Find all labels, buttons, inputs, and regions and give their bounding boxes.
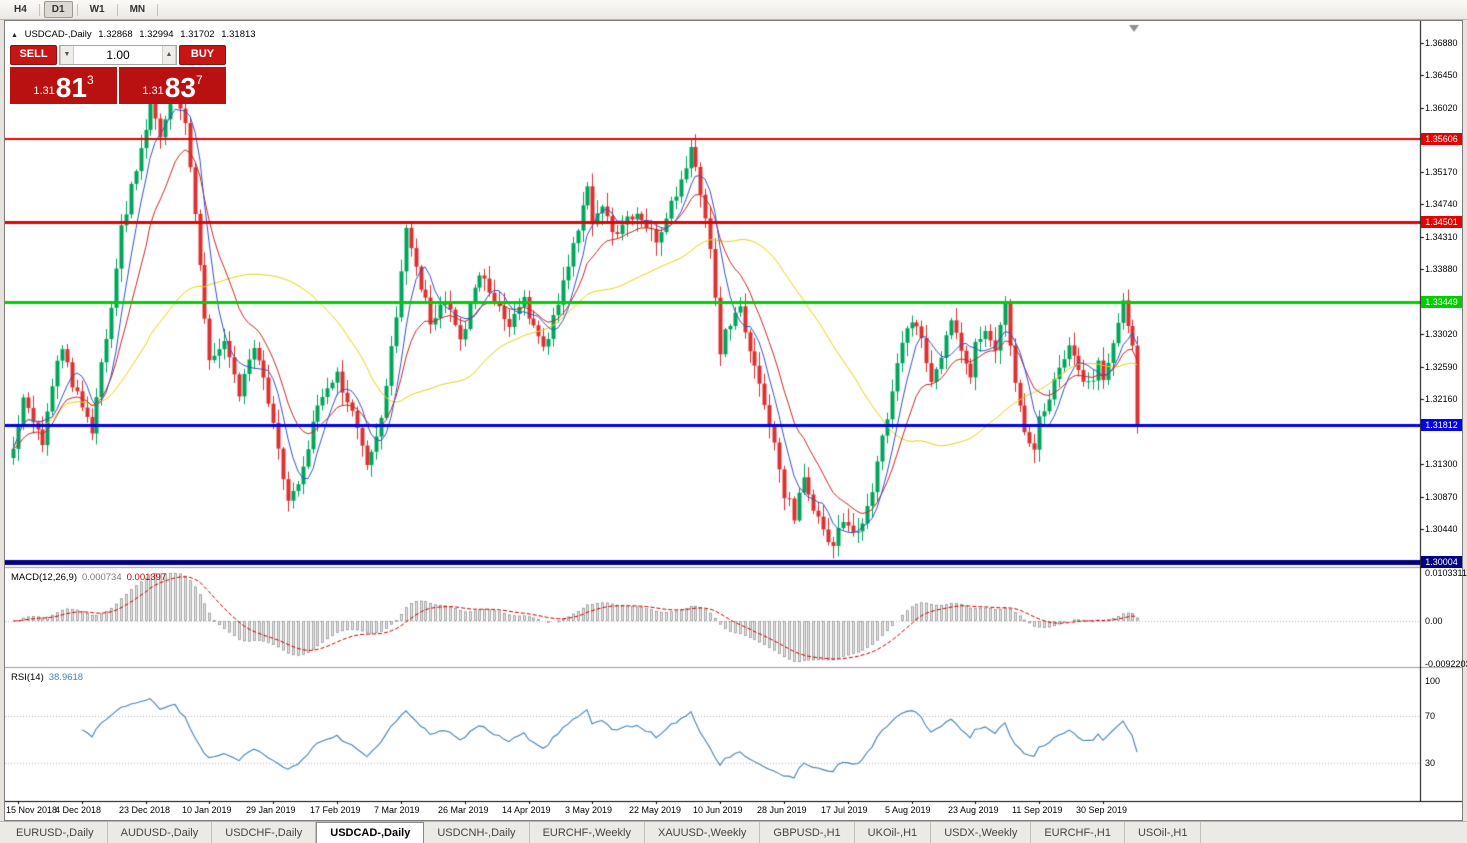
price-tick-label: 1.32590 [1425, 361, 1458, 372]
price-tick-label: 1.33880 [1425, 264, 1458, 275]
tab-ukoil-h1[interactable]: UKOil-,H1 [855, 822, 932, 843]
toolbar-separator [116, 3, 118, 16]
tab-audusd-daily[interactable]: AUDUSD-,Daily [108, 822, 213, 843]
date-label: 5 Aug 2019 [885, 805, 931, 815]
ask-pips: 83 [164, 72, 196, 103]
price-tick-label: 1.36450 [1425, 70, 1458, 81]
tab-eurusd-daily[interactable]: EURUSD-,Daily [3, 822, 108, 843]
price-tick-label: 1.31300 [1425, 459, 1458, 470]
rsi-axis-label: 30 [1425, 757, 1436, 768]
price-tick-label: 1.34310 [1425, 231, 1458, 242]
tab-usdcad-daily[interactable]: USDCAD-,Daily [316, 822, 425, 843]
rsi-axis-label: 100 [1425, 675, 1441, 686]
price-tick-label: 1.33020 [1425, 329, 1458, 340]
one-click-trade-widget: SELL ▼ 1.00 ▲ BUY 1.31 81 3 1.31 83 7 [10, 45, 226, 104]
time-axis[interactable]: 15 Nov 2018 4 Dec 2018 23 Dec 2018 10 Jan 2… [5, 802, 1420, 820]
bid-pips: 81 [55, 72, 87, 103]
macd-axis-label: 0.0103311 [1425, 568, 1467, 578]
macd-indicator-label: MACD(12,26,9) 0.000734 0.001397 [11, 572, 166, 583]
date-label: 23 Aug 2019 [948, 805, 999, 815]
date-label: 14 Apr 2019 [502, 805, 551, 815]
price-tick-label: 1.30870 [1425, 491, 1458, 502]
date-label: 30 Sep 2019 [1076, 805, 1128, 815]
macd-name: MACD(12,26,9) [11, 572, 77, 583]
bid-pipette: 3 [86, 73, 94, 87]
bid-price-box[interactable]: 1.31 81 3 [10, 67, 117, 104]
chart-title: USDCAD-,Daily [24, 29, 92, 40]
date-label: 10 Jun 2019 [693, 805, 743, 815]
tab-eurchf-h1[interactable]: EURCHF-,H1 [1031, 822, 1125, 843]
price-tick-label: 1.36880 [1425, 37, 1458, 48]
timeframe-button-mn[interactable]: MN [129, 4, 146, 15]
tab-xauusd-weekly[interactable]: XAUUSD-,Weekly [645, 822, 761, 843]
toolbar-separator [76, 3, 78, 16]
price-tick-label: 1.30440 [1425, 523, 1458, 534]
ohlc-high: 1.32994 [139, 29, 174, 40]
timeframe-toolbar: H4 D1 W1 MN [0, 0, 1467, 20]
date-label: 23 Dec 2018 [119, 805, 171, 815]
ask-big-figure: 1.31 [142, 85, 164, 97]
trade-row-prices: 1.31 81 3 1.31 83 7 [10, 67, 226, 104]
ohlc-low: 1.31702 [180, 29, 215, 40]
buy-button[interactable]: BUY [179, 45, 226, 65]
price-tick-label: 1.32160 [1425, 394, 1458, 405]
chart-tabs-bar: EURUSD-,Daily AUDUSD-,Daily USDCHF-,Daily U… [0, 821, 1467, 843]
rsi-value: 38.9618 [48, 672, 84, 683]
rsi-indicator-label: RSI(14) 38.9618 [11, 672, 83, 683]
macd-signal-value: 0.001397 [126, 572, 167, 583]
hline-price-label: 1.30004 [1421, 555, 1462, 568]
ohlc-close: 1.31813 [221, 29, 256, 40]
date-label: 28 Jun 2019 [757, 805, 807, 815]
price-tick-label: 1.36020 [1425, 102, 1458, 113]
hline-price-label: 1.33449 [1421, 295, 1462, 308]
bid-big-figure: 1.31 [33, 85, 55, 97]
ask-pipette: 7 [195, 73, 203, 87]
date-label: 29 Jan 2019 [246, 805, 296, 815]
tab-eurchf-weekly[interactable]: EURCHF-,Weekly [530, 822, 645, 843]
volume-increase-icon[interactable]: ▲ [162, 46, 176, 64]
ask-price-box[interactable]: 1.31 83 7 [119, 67, 226, 104]
tab-usdx-weekly[interactable]: USDX-,Weekly [931, 822, 1032, 843]
hline-price-label: 1.34501 [1421, 216, 1462, 229]
date-label: 26 Mar 2019 [438, 805, 489, 815]
one-click-collapse-icon[interactable]: ▲ [11, 32, 18, 39]
date-label: 22 May 2019 [629, 805, 682, 815]
tab-usdcnh-daily[interactable]: USDCNH-,Daily [424, 822, 530, 843]
toolbar-separator [38, 3, 40, 16]
date-label: 4 Dec 2018 [55, 805, 102, 815]
date-label: 7 Mar 2019 [374, 805, 420, 815]
price-tick-label: 1.34740 [1425, 199, 1458, 210]
timeframe-button-d1[interactable]: D1 [43, 1, 73, 18]
volume-decrease-icon[interactable]: ▼ [60, 46, 74, 64]
chart-ohlc-header: ▲ USDCAD-,Daily 1.32868 1.32994 1.31702 … [11, 29, 260, 40]
macd-main-value: 0.000734 [82, 572, 122, 583]
date-label: 11 Sep 2019 [1012, 805, 1063, 815]
tab-usdchf-daily[interactable]: USDCHF-,Daily [212, 822, 317, 843]
toolbar-separator [157, 3, 159, 16]
sell-button[interactable]: SELL [10, 45, 57, 65]
timeframe-button-h4[interactable]: H4 [14, 4, 27, 15]
date-label: 3 May 2019 [565, 805, 613, 815]
price-tick-label: 1.35170 [1425, 166, 1458, 177]
tab-usoil-h1[interactable]: USOil-,H1 [1125, 822, 1202, 843]
rsi-name: RSI(14) [11, 672, 44, 683]
volume-spinner: ▼ 1.00 ▲ [59, 45, 177, 65]
date-label: 10 Jan 2019 [182, 805, 232, 815]
macd-axis-label: 0.00 [1425, 616, 1443, 626]
hline-price-label: 1.35606 [1421, 132, 1462, 145]
tab-gbpusd-h1[interactable]: GBPUSD-,H1 [760, 822, 855, 843]
date-label: 17 Jul 2019 [821, 805, 868, 815]
price-axis[interactable]: 1.36880 1.36450 1.36020 1.35170 1.34740 1.343… [1421, 21, 1467, 820]
trade-row-controls: SELL ▼ 1.00 ▲ BUY [10, 45, 226, 65]
date-label: 17 Feb 2019 [310, 805, 361, 815]
date-label: 15 Nov 2018 [6, 805, 58, 815]
rsi-axis-label: 70 [1425, 711, 1436, 722]
hline-price-label: 1.31812 [1421, 419, 1462, 432]
timeframe-button-w1[interactable]: W1 [89, 4, 105, 15]
volume-input[interactable]: 1.00 [106, 48, 130, 62]
ohlc-open: 1.32868 [98, 29, 133, 40]
chart-window: ▲ USDCAD-,Daily 1.32868 1.32994 1.31702 … [4, 20, 1467, 821]
macd-axis-label: -0.0092203 [1425, 658, 1467, 669]
chart-canvas[interactable] [5, 21, 1462, 820]
